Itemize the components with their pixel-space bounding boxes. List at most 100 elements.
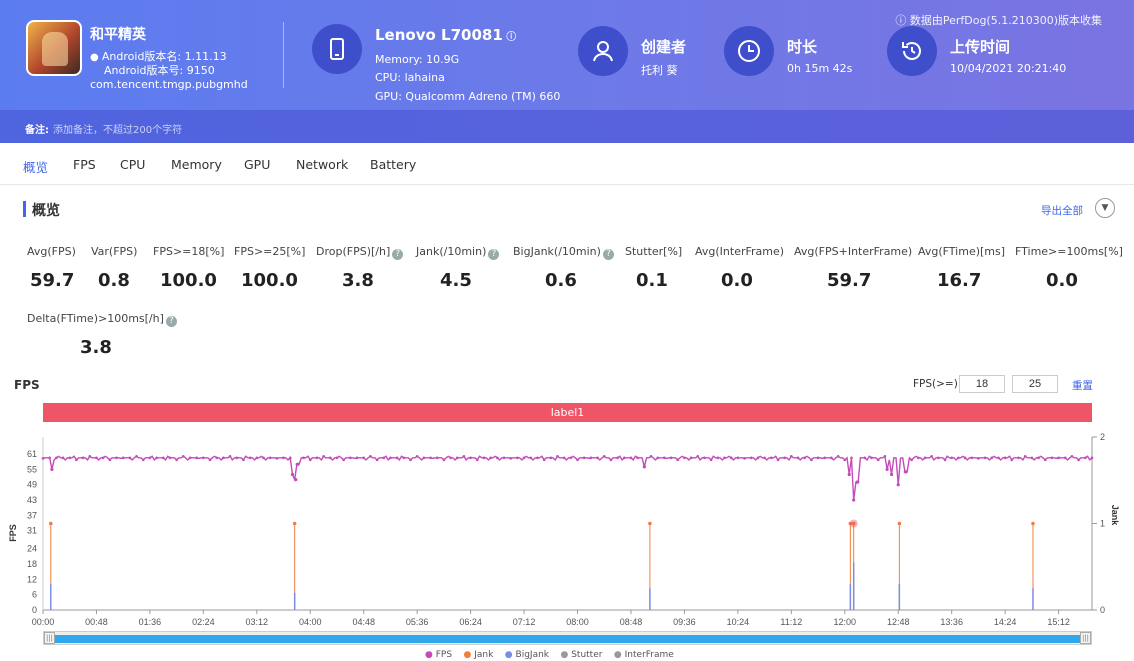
fps-point xyxy=(342,458,345,462)
fps-point xyxy=(703,456,706,460)
upload-label: 上传时间 xyxy=(950,38,1011,56)
note-bar: 备注: 添加备注，不超过200个字符 xyxy=(0,110,1134,143)
fps-point xyxy=(402,456,406,460)
tab-memory[interactable]: Memory xyxy=(171,157,222,172)
help-icon[interactable]: ? xyxy=(602,249,614,260)
fps-point xyxy=(255,456,259,460)
metric-value: 0.0 xyxy=(721,270,753,291)
reset-link[interactable]: 重置 xyxy=(1072,380,1093,392)
label-band[interactable]: label1 xyxy=(43,403,1092,422)
metric-label: Drop(FPS)[/h]? xyxy=(316,245,404,260)
fps-point xyxy=(536,456,539,460)
fps-dip-point xyxy=(290,472,295,477)
fps-point xyxy=(963,456,967,460)
upload-value: 10/04/2021 20:21:40 xyxy=(950,62,1067,75)
creator-label: 创建者 xyxy=(641,38,687,56)
note-input[interactable]: 添加备注，不超过200个字符 xyxy=(53,125,183,136)
y-tick-label: 61 xyxy=(27,449,37,459)
metric-label: Avg(FTime)[ms] xyxy=(918,245,1006,258)
device-memory: Memory: 10.9G xyxy=(375,53,460,66)
legend-interframe[interactable]: ● InterFrame xyxy=(613,650,674,660)
fps-point xyxy=(669,456,673,460)
fps-point xyxy=(723,456,726,460)
fps-point xyxy=(275,457,279,460)
fps-dip-point xyxy=(885,467,889,471)
help-icon[interactable]: ? xyxy=(165,316,177,327)
fps-point xyxy=(542,458,546,462)
fps-point xyxy=(649,455,653,458)
legend-fps[interactable]: ● FPS xyxy=(425,650,453,660)
legend-jank[interactable]: ● Jank xyxy=(463,650,494,660)
x-tick-label: 03:12 xyxy=(246,617,269,627)
fps-point xyxy=(235,456,239,460)
metric-value: 0.8 xyxy=(98,270,130,291)
tab-fps[interactable]: FPS xyxy=(73,157,96,172)
duration-label: 时长 xyxy=(787,38,818,56)
scrollbar-right-handle[interactable]: ||| xyxy=(1080,632,1091,644)
jank-point xyxy=(648,521,652,526)
metric-value: 0.6 xyxy=(545,270,577,291)
jank-point xyxy=(851,521,856,526)
app-icon xyxy=(26,20,82,76)
fps-point xyxy=(389,456,392,460)
export-all-link[interactable]: 导出全部 xyxy=(1041,205,1083,217)
fps-point xyxy=(683,456,686,460)
duration-value: 0h 15m 42s xyxy=(787,62,853,75)
fps-point xyxy=(843,458,847,462)
tab-overview[interactable]: 概览 xyxy=(23,160,49,175)
fps-point xyxy=(656,456,660,460)
fps-point xyxy=(763,456,766,460)
fps-point xyxy=(228,455,232,458)
x-tick-label: 02:24 xyxy=(192,617,215,627)
device-circle xyxy=(312,24,362,74)
fps-panel-title: FPS xyxy=(14,378,40,392)
collapse-button[interactable]: ▼ xyxy=(1095,198,1115,218)
chevron-down-icon: ▼ xyxy=(1101,203,1109,213)
fps-point xyxy=(288,456,292,460)
tab-cpu[interactable]: CPU xyxy=(120,157,146,172)
metric-label: FTime>=100ms[%] xyxy=(1015,245,1123,258)
fps-point xyxy=(375,458,379,462)
fps-point xyxy=(208,458,212,462)
fps-threshold2-input[interactable] xyxy=(1012,375,1058,393)
x-tick-label: 04:48 xyxy=(352,617,375,627)
creator-value: 托利 葵 xyxy=(641,64,678,77)
x-tick-label: 00:00 xyxy=(32,617,55,627)
device-info-icon[interactable]: ⓘ xyxy=(502,32,517,43)
fps-point xyxy=(1003,456,1007,460)
header-divider xyxy=(283,22,284,88)
tab-gpu[interactable]: GPU xyxy=(244,157,271,172)
fps-point xyxy=(957,456,960,460)
time-scrollbar[interactable]: ||| ||| xyxy=(43,631,1092,645)
help-icon[interactable]: ? xyxy=(488,249,500,260)
fps-point xyxy=(663,456,666,460)
fps-point xyxy=(769,456,773,460)
metric-label: FPS>=25[%] xyxy=(234,245,306,258)
x-tick-label: 05:36 xyxy=(406,617,429,627)
fps-point xyxy=(222,456,225,460)
fps-threshold1-input[interactable] xyxy=(959,375,1005,393)
fps-point xyxy=(502,456,506,460)
fps-point xyxy=(369,455,372,458)
y-tick-label: 0 xyxy=(32,605,37,615)
fps-point xyxy=(562,456,566,460)
scrollbar-left-handle[interactable]: ||| xyxy=(44,632,55,644)
fps-dip-point xyxy=(847,472,851,477)
help-icon[interactable]: ? xyxy=(392,249,404,260)
legend-stutter[interactable]: ● Stutter xyxy=(560,650,603,660)
fps-point xyxy=(1063,456,1067,460)
fps-point xyxy=(48,456,51,460)
metric-value: 3.8 xyxy=(342,270,374,291)
fps-point xyxy=(322,455,325,458)
fps-point xyxy=(262,456,265,460)
fps-point xyxy=(549,456,553,460)
fps-point xyxy=(475,458,479,462)
tab-network[interactable]: Network xyxy=(296,157,349,172)
legend-bigjank[interactable]: ● BigJank xyxy=(504,650,550,660)
jank-point xyxy=(1031,521,1035,526)
fps-point xyxy=(943,458,947,462)
fps-point xyxy=(1037,456,1040,460)
fps-point xyxy=(68,456,72,460)
tab-battery[interactable]: Battery xyxy=(370,157,417,172)
phone-icon xyxy=(330,38,344,60)
